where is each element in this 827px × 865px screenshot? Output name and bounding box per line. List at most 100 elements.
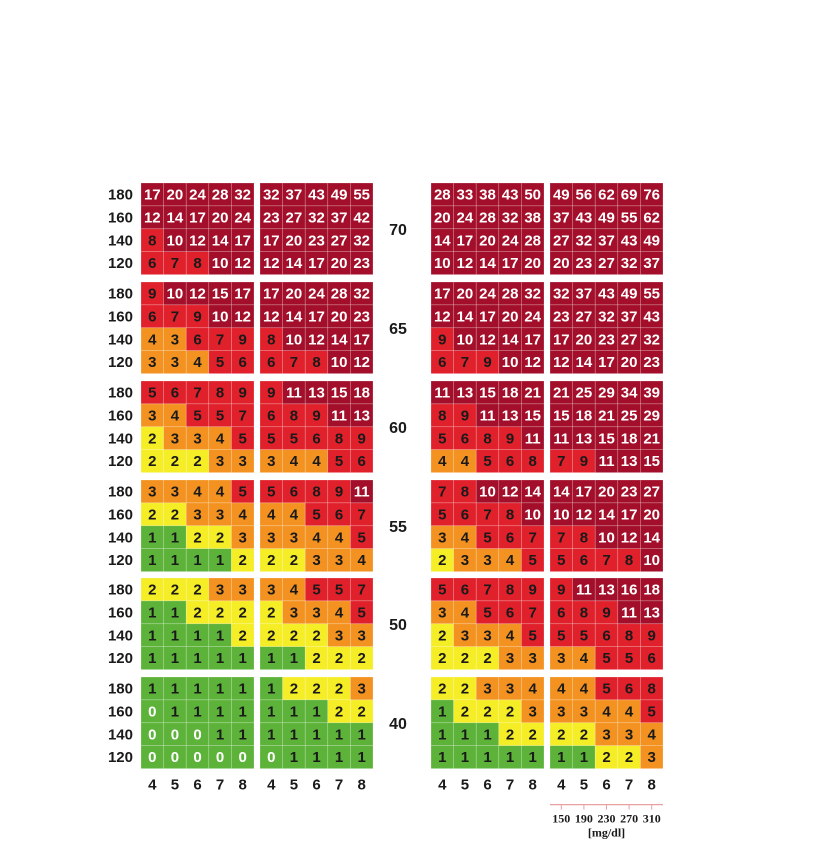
cell-value: 49: [643, 232, 660, 249]
cell-value: 43: [576, 209, 593, 226]
bp-label: 140: [108, 430, 133, 447]
cell-value: 9: [438, 331, 446, 348]
cell-value: 4: [171, 407, 180, 424]
cell-value: 37: [621, 308, 638, 325]
cell-value: 6: [239, 354, 247, 371]
cell-value: 12: [524, 354, 541, 371]
cell-value: 2: [193, 529, 201, 546]
cell-value: 15: [598, 430, 615, 447]
cell-value: 5: [602, 681, 610, 698]
cell-value: 15: [479, 384, 496, 401]
cell-value: 2: [438, 681, 446, 698]
cell-value: 2: [438, 552, 446, 569]
cell-value: 4: [461, 529, 470, 546]
cell-value: 20: [643, 506, 660, 523]
cell-value: 69: [621, 186, 638, 203]
cell-value: 32: [598, 308, 615, 325]
cell-value: 32: [553, 285, 570, 302]
risk-cell: [640, 251, 664, 275]
cell-value: 6: [461, 582, 469, 599]
risk-cell: [572, 548, 596, 572]
cell-value: 20: [553, 255, 570, 272]
cell-value: 12: [353, 354, 370, 371]
risk-cell: [350, 548, 374, 572]
bp-label: 120: [108, 749, 133, 766]
risk-cell: [350, 251, 374, 275]
cell-value: 6: [461, 430, 469, 447]
cell-value: 3: [290, 529, 298, 546]
cell-value: 0: [239, 749, 247, 766]
cell-value: 18: [576, 407, 593, 424]
cell-value: 12: [234, 308, 251, 325]
cell-value: 1: [193, 650, 201, 667]
x-tick-label: 8: [358, 777, 366, 794]
risk-cell: [640, 205, 664, 230]
cell-value: 21: [524, 384, 541, 401]
risk-cell: [231, 205, 255, 230]
cell-value: 15: [643, 453, 660, 470]
risk-cell: [350, 350, 374, 374]
cell-value: 2: [312, 650, 320, 667]
cell-value: 24: [234, 209, 251, 226]
cell-value: 7: [557, 453, 565, 470]
cell-value: 20: [598, 483, 615, 500]
cell-value: 17: [598, 354, 615, 371]
cell-value: 2: [171, 453, 179, 470]
cell-value: 43: [598, 285, 615, 302]
cell-value: 11: [286, 384, 302, 401]
cell-value: 9: [312, 407, 320, 424]
cell-value: 17: [263, 285, 280, 302]
risk-cell: [521, 251, 545, 275]
cell-value: 8: [580, 604, 588, 621]
cell-value: 3: [171, 331, 179, 348]
cell-value: 4: [312, 453, 321, 470]
risk-cell: [617, 449, 641, 473]
x-tick-label: 7: [625, 777, 633, 794]
cell-value: 5: [438, 582, 446, 599]
risk-cell: [572, 646, 596, 670]
cell-value: 4: [358, 552, 367, 569]
cell-value: 1: [438, 726, 446, 743]
cell-value: 23: [263, 209, 280, 226]
cell-value: 49: [553, 186, 570, 203]
cell-value: 0: [193, 749, 201, 766]
cell-value: 1: [290, 703, 298, 720]
cell-value: 5: [580, 627, 588, 644]
cell-value: 4: [335, 529, 344, 546]
cell-value: 10: [553, 506, 570, 523]
cell-value: 17: [576, 483, 593, 500]
cell-value: 5: [312, 582, 320, 599]
cell-value: 4: [216, 430, 225, 447]
bp-label: 160: [108, 407, 133, 424]
cell-value: 6: [267, 407, 275, 424]
cell-value: 3: [483, 627, 491, 644]
cell-value: 1: [290, 749, 298, 766]
x-tick-label: 7: [216, 777, 224, 794]
cell-value: 13: [457, 384, 474, 401]
cell-value: 10: [212, 255, 229, 272]
cell-value: 3: [602, 726, 610, 743]
cell-value: 5: [267, 430, 275, 447]
cell-value: 0: [171, 726, 179, 743]
cell-value: 1: [529, 749, 537, 766]
cell-value: 9: [602, 604, 610, 621]
x-tick-label: 5: [580, 777, 588, 794]
cell-value: 23: [598, 331, 615, 348]
cell-value: 7: [290, 354, 298, 371]
cell-value: 6: [506, 529, 514, 546]
cell-value: 28: [502, 285, 519, 302]
cell-value: 27: [286, 209, 303, 226]
cell-value: 11: [599, 453, 615, 470]
cell-value: 32: [502, 209, 519, 226]
cell-value: 37: [331, 209, 348, 226]
cell-value: 20: [331, 255, 348, 272]
cell-value: 8: [335, 430, 343, 447]
risk-cell: [640, 745, 664, 769]
cell-value: 24: [524, 308, 541, 325]
cell-value: 27: [331, 232, 348, 249]
cell-value: 23: [353, 255, 370, 272]
cell-value: 9: [461, 407, 469, 424]
cell-value: 7: [483, 582, 491, 599]
cell-value: 3: [216, 582, 224, 599]
